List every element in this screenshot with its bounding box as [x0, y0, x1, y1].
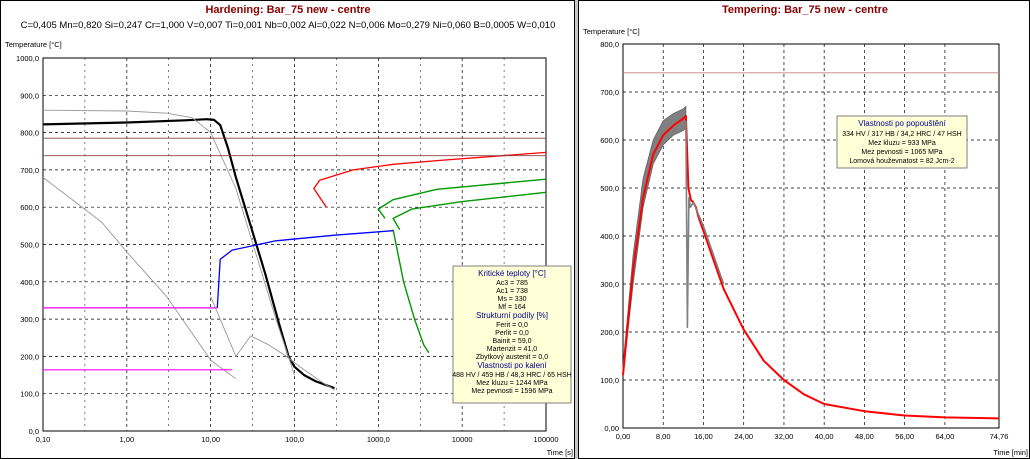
info-line: Mez kluzu = 1244 MPa: [476, 380, 548, 387]
y-tick-label: 700,0: [600, 88, 619, 97]
series-ferrite-start: [313, 151, 547, 208]
x-axis-label: Time [s]: [547, 448, 573, 457]
y-tick-label: 0,00: [604, 424, 619, 433]
y-tick-label: 600,0: [20, 203, 39, 212]
chart-title: Hardening: Bar_75 new - centre: [205, 4, 370, 16]
series-surface: [42, 109, 295, 376]
info-line: Ferit = 0,0: [496, 322, 528, 329]
series-pearlite-start-1: [377, 178, 547, 219]
x-tick-label: 1000,0: [367, 435, 390, 444]
x-tick-label: 74,76: [990, 432, 1009, 441]
hardening-info-box: [452, 265, 572, 404]
series-bainite-start: [216, 230, 394, 308]
info-line: Perlit = 0,0: [495, 330, 529, 337]
y-tick-label: 300,0: [600, 280, 619, 289]
info-heading: Strukturní podíly [%]: [476, 311, 548, 320]
info-line: Zbytkový austenit = 0,0: [476, 354, 548, 361]
chart-title: Tempering: Bar_75 new - centre: [722, 4, 888, 16]
hardening-chart: Hardening: Bar_75 new - centre C=0,405 Mn…: [5, 4, 573, 457]
series-core: [210, 296, 335, 391]
info-heading: Vlastnosti po popouštění: [858, 119, 946, 128]
info-line: Ac3 = 785: [496, 280, 528, 287]
y-tick-label: 200,0: [600, 328, 619, 337]
tempering-info-box: [836, 115, 968, 169]
info-line: Ms = 330: [498, 296, 527, 303]
y-tick-label: 500,0: [600, 184, 619, 193]
x-tick-label: 8,00: [656, 432, 671, 441]
y-axis-label: Temperature [°C]: [5, 40, 62, 49]
y-tick-label: 300,0: [20, 315, 39, 324]
x-tick-label: 32,00: [775, 432, 794, 441]
info-line: Lomová houževnatost = 82 Jcm-2: [849, 158, 954, 165]
tempering-chart: Tempering: Bar_75 new - centre Temperatur…: [583, 4, 1028, 457]
y-tick-label: 800,0: [20, 129, 39, 138]
y-tick-label: 400,0: [20, 278, 39, 287]
x-tick-label: 1,00: [120, 435, 135, 444]
series-centre: [622, 115, 1000, 420]
x-tick-label: 16,00: [694, 432, 713, 441]
x-tick-label: 0,00: [616, 432, 631, 441]
y-tick-label: 200,0: [20, 352, 39, 361]
y-axis-label: Temperature [°C]: [583, 27, 640, 36]
y-tick-label: 100,0: [600, 376, 619, 385]
x-tick-label: 40,00: [815, 432, 834, 441]
info-line: Martenzit = 41,0: [487, 346, 537, 353]
series-edge: [42, 177, 237, 380]
series-grey-spike: [685, 120, 725, 329]
x-tick-label: 10,00: [201, 435, 220, 444]
y-tick-label: 600,0: [600, 136, 619, 145]
x-tick-label: 100,0: [285, 435, 304, 444]
x-tick-label: 48,00: [855, 432, 874, 441]
y-tick-label: 100,0: [20, 390, 39, 399]
x-tick-label: 100000: [533, 435, 558, 444]
y-tick-label: 500,0: [20, 241, 39, 250]
y-tick-label: 0,0: [29, 427, 39, 436]
info-heading: Vlastnosti po kalení: [477, 361, 547, 370]
info-line: Mez pevnosti = 1596 MPa: [471, 388, 552, 395]
x-tick-label: 0,10: [36, 435, 51, 444]
y-tick-label: 900,0: [20, 91, 39, 100]
y-tick-label: 1000,0: [16, 54, 39, 63]
x-tick-label: 24,00: [734, 432, 753, 441]
series-pearlite-start-2: [392, 191, 547, 230]
x-tick-label: 10000: [452, 435, 473, 444]
y-tick-label: 800,0: [600, 40, 619, 49]
x-tick-label: 64,00: [935, 432, 954, 441]
tempering-panel: Tempering: Bar_75 new - centre Temperatur…: [578, 0, 1030, 459]
x-tick-label: 56,00: [895, 432, 914, 441]
info-heading: Kritické teploty [°C]: [478, 269, 546, 278]
y-tick-label: 700,0: [20, 166, 39, 175]
composition-text: C=0,405 Mn=0,820 Si=0,247 Cr=1,000 V=0,0…: [21, 20, 556, 31]
info-line: Ac1 = 738: [496, 288, 528, 295]
info-line: 334 HV / 317 HB / 34,2 HRC / 47 HSH: [842, 131, 961, 138]
y-tick-label: 400,0: [600, 232, 619, 241]
info-line: Mez kluzu = 933 MPa: [868, 140, 936, 147]
hardening-panel: Hardening: Bar_75 new - centre C=0,405 Mn…: [0, 0, 575, 459]
info-line: Mf = 164: [498, 304, 526, 311]
info-line: Mez pevnosti = 1065 MPa: [861, 149, 942, 156]
x-axis-label: Time [min]: [993, 448, 1028, 457]
info-line: Bainit = 59,0: [492, 338, 531, 345]
info-line: 488 HV / 459 HB / 48,3 HRC / 65 HSH: [452, 372, 571, 379]
series-pearlite-end: [392, 229, 430, 354]
series-cooling: [42, 118, 335, 390]
